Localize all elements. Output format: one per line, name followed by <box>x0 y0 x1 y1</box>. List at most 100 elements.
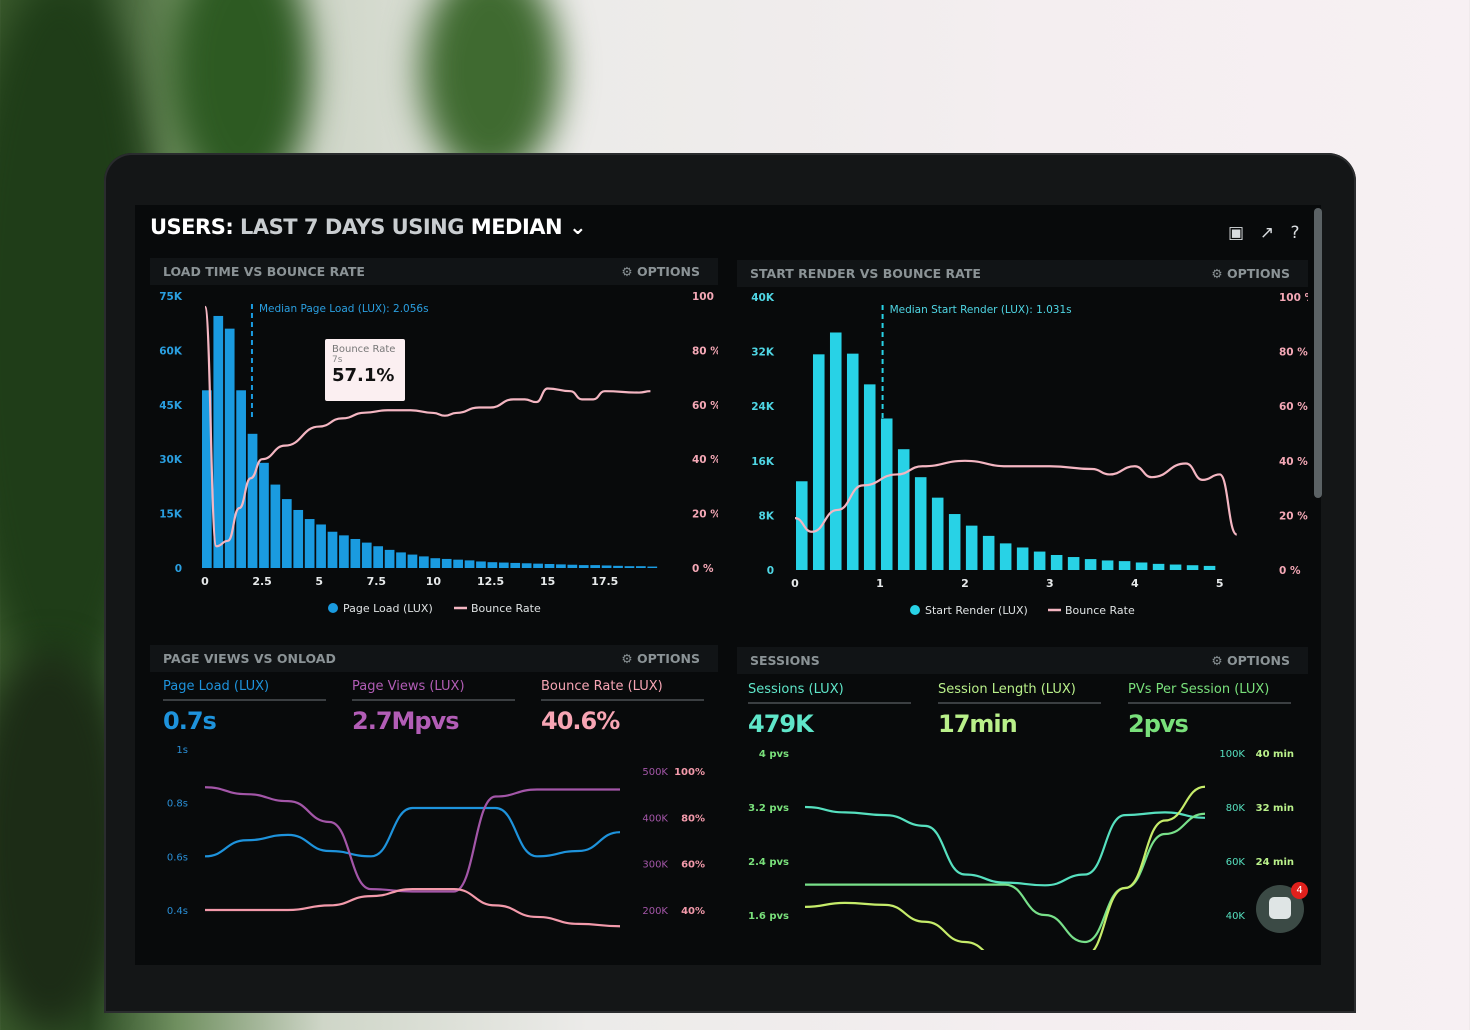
bar <box>931 497 944 570</box>
y2-tick-label: 500K <box>642 767 668 778</box>
bar <box>556 564 566 568</box>
y-tick-label: 0.4s <box>167 906 188 917</box>
y-tick-label: 75K <box>159 291 183 303</box>
panel-header-page-views: PAGE VIEWS VS ONLOAD ⚙ OPTIONS <box>150 645 718 672</box>
legend-dot <box>328 603 338 613</box>
series-line <box>804 785 1206 950</box>
share-icon[interactable]: ↗ <box>1259 223 1275 243</box>
bar <box>999 543 1012 570</box>
metrics-page-views: Page Load (LUX) 0.7s Page Views (LUX) 2.7Mp… <box>163 679 704 735</box>
tooltip: Bounce Rate 7s 57.1% <box>325 339 405 401</box>
series-line <box>204 806 621 858</box>
y-tick-label: 8K <box>759 510 775 522</box>
metric-value: 2.7Mpvs <box>352 707 460 735</box>
y-tick-label: 1s <box>176 745 188 756</box>
bar <box>829 332 842 570</box>
bar <box>1186 565 1199 570</box>
bar <box>327 531 338 568</box>
y-tick-label: 3.2 pvs <box>748 803 789 814</box>
metric-card: Bounce Rate (LUX) 40.6% <box>541 679 704 735</box>
bar <box>361 542 372 568</box>
bar <box>1067 557 1080 570</box>
metric-card: Sessions (LUX) 479K <box>748 682 911 738</box>
options-button[interactable]: ⚙ OPTIONS <box>621 651 700 666</box>
legend-label: Bounce Rate <box>471 602 541 615</box>
chevron-down-icon[interactable]: ⌄ <box>568 215 587 239</box>
series-line <box>204 786 620 893</box>
y-tick-label: 1.6 pvs <box>748 911 789 922</box>
y2-tick-label: 100 % <box>1279 292 1308 304</box>
notification-badge: 4 <box>1291 882 1308 899</box>
metric-label: Sessions (LUX) <box>748 682 911 704</box>
options-button[interactable]: ⚙ OPTIONS <box>621 264 700 279</box>
x-tick-label: 5 <box>1216 577 1224 590</box>
x-tick-label: 2 <box>961 577 969 590</box>
monitor-icon[interactable]: ▣ <box>1227 223 1245 243</box>
bar <box>965 525 978 570</box>
bar <box>224 328 235 568</box>
y-tick-label: 24K <box>751 401 775 413</box>
start-render-chart: 0 8K 16K 24K 32K 40K 0 % 20 % 40 % 60 % 80 % 100 % 0… <box>751 292 1308 617</box>
options-button[interactable]: ⚙ OPTIONS <box>1211 266 1290 281</box>
metric-label: Bounce Rate (LUX) <box>541 679 704 701</box>
y3-tick-label: 100% <box>674 767 705 778</box>
y3-tick-label: 32 min <box>1256 803 1294 814</box>
bar <box>1152 563 1165 570</box>
chat-icon <box>1269 897 1291 919</box>
bar <box>259 462 269 568</box>
x-tick-label: 4 <box>1131 577 1139 590</box>
bar <box>419 556 429 568</box>
y2-tick-label: 60 % <box>1279 401 1308 413</box>
x-tick-label: 12.5 <box>477 575 504 588</box>
metric-label: Page Views (LUX) <box>352 679 515 701</box>
bar <box>897 449 910 570</box>
bar <box>521 563 532 568</box>
bar <box>464 560 475 568</box>
x-tick-label: 2.5 <box>252 575 272 588</box>
y-tick-label: 30K <box>159 454 183 466</box>
legend-label: Bounce Rate <box>1065 604 1135 617</box>
bounce-rate-line <box>794 459 1238 536</box>
bar <box>281 499 292 568</box>
options-button[interactable]: ⚙ OPTIONS <box>1211 653 1290 668</box>
y3-tick-label: 40% <box>681 906 705 917</box>
y-tick-label: 15K <box>159 509 183 521</box>
x-tick-label: 15 <box>540 575 555 588</box>
bar <box>636 566 646 568</box>
median-label: Median Page Load (LUX): 2.056s <box>259 303 429 315</box>
legend-dot <box>910 605 920 615</box>
sessions-chart: 1.6 pvs 2.4 pvs 3.2 pvs 4 pvs 40K 60K 80K 100K 2… <box>748 749 1294 950</box>
y-tick-label: 40K <box>751 292 775 304</box>
metric-card: Session Length (LUX) 17min <box>938 682 1101 738</box>
y2-tick-label: 400K <box>642 813 668 824</box>
bar <box>1033 551 1046 570</box>
y3-tick-label: 60% <box>681 860 705 871</box>
help-icon[interactable]: ? <box>1290 223 1300 243</box>
bar <box>510 562 521 568</box>
page-title[interactable]: USERS: LAST 7 DAYS USING MEDIAN ⌄ <box>150 215 587 239</box>
bar <box>578 565 589 568</box>
bar <box>396 552 406 568</box>
load-time-chart: 0 15K 30K 45K 60K 75K 0 % 20 % 40 % 60 % 80 % 100 %… <box>159 291 718 615</box>
bar <box>796 481 808 570</box>
y2-tick-label: 40 % <box>692 454 718 466</box>
bar <box>236 390 246 568</box>
bar <box>247 433 258 568</box>
bar <box>213 315 224 568</box>
metric-label: Session Length (LUX) <box>938 682 1101 704</box>
x-tick-label: 10 <box>426 575 442 588</box>
x-tick-label: 17.5 <box>591 575 618 588</box>
metric-card: Page Views (LUX) 2.7Mpvs <box>352 679 515 735</box>
y2-tick-label: 100 % <box>692 291 718 303</box>
y-tick-label: 0.8s <box>167 799 188 810</box>
metric-value: 0.7s <box>163 707 217 735</box>
bar <box>1101 560 1114 570</box>
median-label: Median Start Render (LUX): 1.031s <box>890 304 1072 316</box>
y2-tick-label: 80 % <box>692 345 718 357</box>
x-tick-label: 7.5 <box>367 575 387 588</box>
scrollbar[interactable] <box>1314 208 1322 498</box>
bar <box>1203 565 1216 570</box>
bar <box>384 549 395 568</box>
y-tick-label: 60K <box>159 345 183 357</box>
y-tick-label: 0.6s <box>167 852 188 863</box>
